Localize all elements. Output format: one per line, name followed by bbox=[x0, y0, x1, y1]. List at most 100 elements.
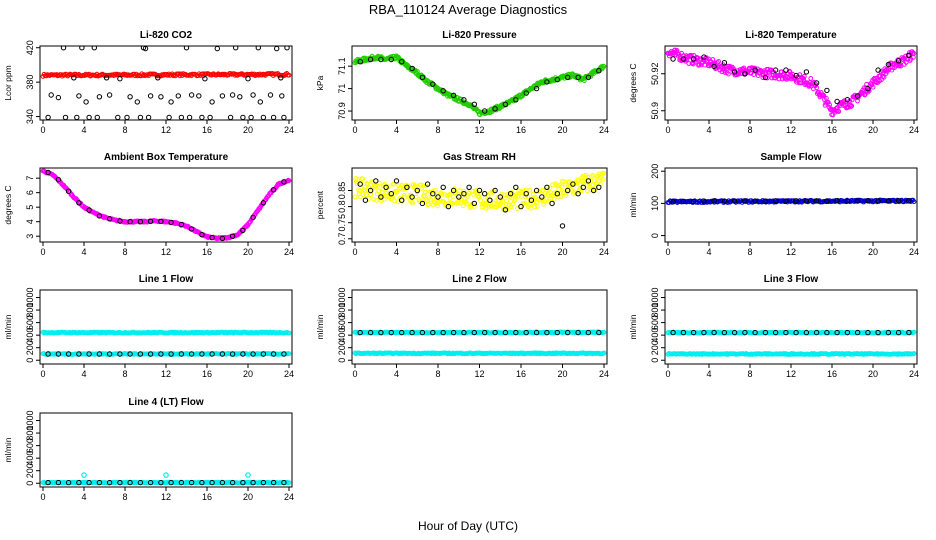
avg-point bbox=[670, 56, 676, 62]
raw-point bbox=[590, 173, 596, 178]
avg-point bbox=[199, 114, 205, 120]
avg-point bbox=[492, 106, 498, 112]
y-axis-label: ml/min bbox=[315, 314, 325, 339]
avg-point bbox=[590, 187, 597, 194]
raw-point bbox=[367, 185, 373, 191]
panel-title: Li-820 Pressure bbox=[442, 30, 517, 41]
x-tick-label: 0 bbox=[665, 125, 670, 135]
avg-point bbox=[834, 98, 840, 105]
avg-point bbox=[209, 479, 215, 486]
raw-point bbox=[286, 72, 292, 78]
avg-point bbox=[440, 88, 446, 94]
avg-point bbox=[461, 329, 467, 336]
avg-point bbox=[124, 114, 130, 120]
avg-point bbox=[260, 114, 267, 120]
panel-title: Ambient Box Temperature bbox=[104, 152, 229, 163]
raw-point bbox=[358, 194, 363, 200]
avg-point bbox=[65, 479, 72, 486]
avg-point bbox=[199, 351, 205, 357]
y-axis-label: kPa bbox=[315, 75, 325, 90]
data-layer bbox=[352, 329, 607, 357]
avg-point bbox=[813, 80, 820, 86]
raw-point bbox=[522, 200, 528, 206]
panel-10: Line 4 (LT) Flow 0 4 8 12 16 20 24 0 200400600800… bbox=[3, 397, 294, 502]
avg-point bbox=[214, 46, 220, 52]
raw-point bbox=[581, 78, 587, 83]
raw-point bbox=[588, 187, 594, 193]
raw-point bbox=[561, 190, 567, 195]
avg-point bbox=[711, 329, 717, 336]
y-tick-label: 70.9 bbox=[337, 102, 347, 120]
avg-point bbox=[701, 198, 707, 204]
avg-point bbox=[906, 198, 912, 204]
x-tick-label: 20 bbox=[243, 369, 253, 379]
avg-point bbox=[409, 65, 415, 72]
avg-point bbox=[783, 198, 789, 204]
avg-point bbox=[55, 176, 62, 183]
x-tick-label: 24 bbox=[284, 247, 294, 257]
avg-point bbox=[721, 198, 728, 204]
raw-point bbox=[830, 112, 836, 118]
panel-title: Line 2 Flow bbox=[452, 274, 507, 285]
x-tick-label: 12 bbox=[474, 247, 484, 257]
avg-point bbox=[513, 329, 519, 336]
avg-point bbox=[260, 351, 267, 357]
avg-point bbox=[178, 114, 185, 120]
raw-point bbox=[895, 57, 901, 63]
avg-point bbox=[270, 187, 277, 193]
avg-point bbox=[127, 219, 133, 225]
avg-point bbox=[367, 187, 374, 194]
raw-point bbox=[601, 350, 607, 356]
avg-point bbox=[906, 329, 912, 336]
avg-point bbox=[270, 351, 277, 357]
avg-point bbox=[229, 233, 236, 239]
raw-point bbox=[500, 199, 506, 204]
avg-point bbox=[585, 74, 592, 81]
avg-point bbox=[513, 97, 519, 103]
raw-point bbox=[503, 202, 509, 207]
avg-point bbox=[844, 329, 851, 336]
avg-point bbox=[237, 94, 243, 100]
avg-point bbox=[240, 114, 246, 120]
spike-point bbox=[245, 472, 251, 478]
data-layer bbox=[352, 170, 607, 229]
avg-point bbox=[117, 218, 123, 224]
y-tick-label: 0 bbox=[337, 358, 347, 363]
y-tick-label: 400 bbox=[337, 328, 347, 343]
raw-point bbox=[870, 84, 876, 90]
y-tick-label: 420 bbox=[25, 40, 35, 55]
avg-point bbox=[127, 479, 133, 486]
avg-point bbox=[404, 184, 410, 191]
avg-point bbox=[284, 46, 290, 51]
data-layer bbox=[352, 53, 607, 118]
x-tick-label: 12 bbox=[161, 247, 171, 257]
avg-point bbox=[742, 198, 748, 204]
avg-point bbox=[419, 74, 426, 81]
avg-point bbox=[565, 329, 571, 336]
avg-point bbox=[670, 199, 676, 205]
avg-point bbox=[357, 329, 363, 336]
raw-point bbox=[360, 176, 366, 182]
y-tick-label: 800 bbox=[337, 303, 347, 318]
avg-point bbox=[229, 351, 236, 357]
avg-point bbox=[393, 178, 400, 184]
avg-point bbox=[711, 198, 717, 204]
avg-point bbox=[260, 479, 267, 486]
panel-frame bbox=[39, 45, 293, 121]
avg-point bbox=[281, 114, 287, 120]
raw-point bbox=[360, 192, 366, 198]
avg-point bbox=[824, 329, 830, 336]
raw-point bbox=[535, 204, 540, 209]
panel-frame bbox=[664, 167, 918, 243]
avg-point bbox=[596, 329, 602, 336]
avg-point bbox=[117, 479, 123, 486]
avg-point bbox=[450, 329, 457, 336]
avg-point bbox=[533, 329, 540, 336]
y-tick-label: 0.8 bbox=[337, 200, 347, 213]
avg-point bbox=[502, 101, 509, 108]
avg-point bbox=[76, 93, 82, 99]
y-tick-label: 200 bbox=[337, 340, 347, 355]
avg-point bbox=[772, 329, 779, 336]
raw-point bbox=[825, 100, 831, 105]
avg-point bbox=[762, 329, 769, 336]
